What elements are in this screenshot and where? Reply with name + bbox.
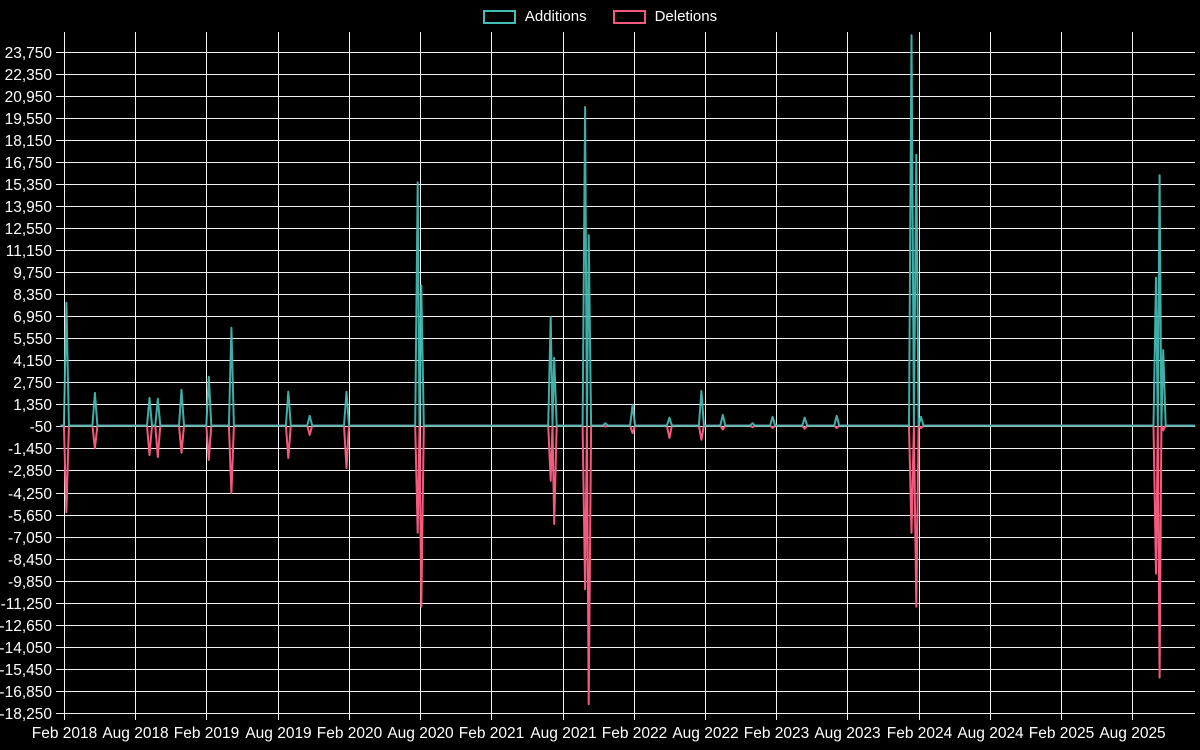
x-axis-label: Feb 2018 — [32, 725, 98, 742]
x-axis-label: Feb 2020 — [317, 725, 383, 742]
x-axis-label: Feb 2019 — [174, 725, 240, 742]
x-axis-label: Aug 2025 — [1099, 725, 1165, 742]
x-axis-label: Aug 2024 — [957, 725, 1024, 742]
deletions-legend-label: Deletions — [654, 8, 718, 25]
y-axis-label: 16,750 — [5, 155, 53, 172]
x-axis-label: Feb 2025 — [1029, 725, 1095, 742]
y-axis-label: 9,750 — [13, 265, 52, 282]
y-axis-label: 11,150 — [6, 243, 53, 260]
y-axis-label: -8,450 — [8, 552, 52, 569]
x-axis-label: Aug 2020 — [387, 725, 454, 742]
deletions-line — [60, 424, 1196, 706]
gridlines — [56, 32, 1195, 720]
y-axis-label: 20,950 — [5, 89, 53, 106]
y-axis-label: -18,250 — [0, 706, 52, 723]
chart-legend: Additions Deletions — [0, 9, 1200, 24]
y-axis-label: 1,350 — [13, 397, 52, 414]
x-axis-label: Feb 2021 — [459, 725, 525, 742]
y-axis-label: 22,350 — [5, 67, 53, 84]
y-axis-label: -5,650 — [8, 508, 52, 525]
y-axis-label: -4,250 — [8, 486, 52, 503]
y-axis-label: 8,350 — [13, 287, 52, 304]
x-axis-label: Aug 2023 — [814, 725, 880, 742]
deletions-swatch — [612, 9, 646, 24]
y-axis-label: 6,950 — [13, 309, 52, 326]
x-axis-label: Aug 2018 — [102, 725, 168, 742]
y-axis-label: -12,650 — [0, 618, 52, 635]
y-axis-label: -7,050 — [8, 530, 52, 547]
axis-labels: 23,750 22,350 20,950 19,550 18,150 16,750 15,3… — [0, 45, 1166, 742]
y-axis-label: 15,350 — [5, 177, 53, 194]
x-axis-label: Aug 2021 — [530, 725, 596, 742]
y-axis-label: 12,550 — [5, 221, 53, 238]
legend-item-additions[interactable]: Additions — [482, 8, 587, 25]
y-axis-label: -2,850 — [8, 463, 52, 480]
y-axis-label: -1,450 — [8, 441, 52, 458]
x-axis-label: Feb 2023 — [744, 725, 810, 742]
y-axis-label: -11,250 — [1, 596, 53, 613]
y-axis-label: 2,750 — [13, 375, 52, 392]
y-axis-label: 5,550 — [13, 331, 52, 348]
additions-line — [60, 34, 1196, 427]
additions-swatch — [482, 9, 516, 24]
y-axis-label: -16,850 — [0, 684, 52, 701]
y-axis-label: 4,150 — [13, 353, 52, 370]
y-axis-label: 13,950 — [5, 199, 53, 216]
y-axis-label: 18,150 — [5, 133, 53, 150]
y-axis-label: -9,850 — [8, 574, 52, 591]
y-axis-label: -15,450 — [0, 662, 52, 679]
y-axis-label: -50 — [30, 419, 53, 436]
x-axis-label: Aug 2019 — [245, 725, 311, 742]
legend-item-deletions[interactable]: Deletions — [612, 8, 718, 25]
x-axis-label: Feb 2022 — [602, 725, 668, 742]
x-axis-label: Aug 2022 — [672, 725, 738, 742]
x-axis-label: Feb 2024 — [887, 725, 953, 742]
y-axis-label: 23,750 — [5, 45, 53, 62]
additions-legend-label: Additions — [524, 8, 587, 25]
y-axis-label: 19,550 — [5, 111, 53, 128]
y-axis-label: -14,050 — [0, 640, 52, 657]
